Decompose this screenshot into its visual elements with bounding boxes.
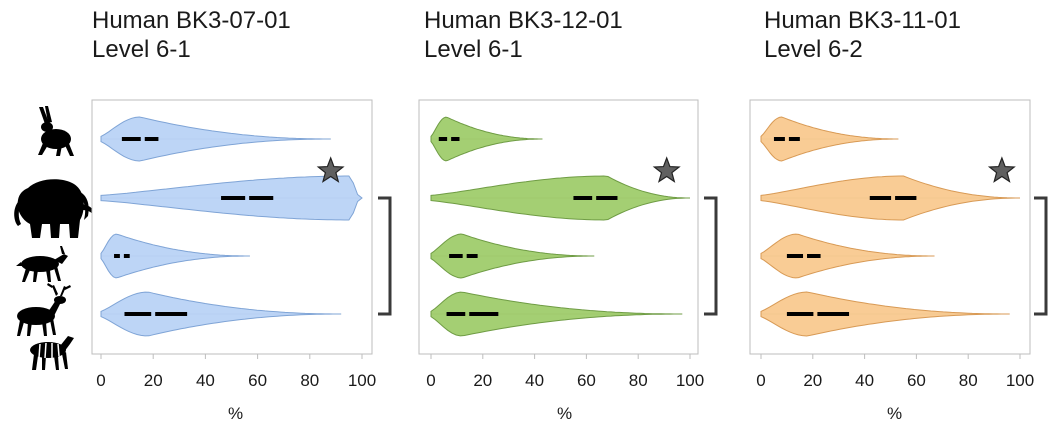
x-tick-label: 20 bbox=[144, 371, 163, 390]
violin-panel-3: 0 20 40 60 80 100% bbox=[749, 99, 1048, 423]
star-marker bbox=[316, 156, 345, 183]
x-tick-label: 60 bbox=[577, 371, 596, 390]
violin-mammoth bbox=[430, 175, 690, 221]
red-deer-icon bbox=[17, 283, 71, 336]
saiga-icon bbox=[16, 246, 68, 282]
x-tick-label: 40 bbox=[855, 371, 874, 390]
x-tick-label: 40 bbox=[196, 371, 215, 390]
x-tick-label: 20 bbox=[803, 371, 822, 390]
panel-2-title: Human BK3-12-01 Level 6-1 bbox=[424, 6, 623, 64]
violin-red-deer-horse bbox=[760, 291, 1010, 337]
violin-hare bbox=[100, 116, 331, 162]
x-tick-label: 20 bbox=[473, 371, 492, 390]
panel-2-title-line-1: Human BK3-12-01 bbox=[424, 7, 623, 34]
significance-bracket bbox=[1034, 196, 1048, 316]
x-tick-label: 40 bbox=[525, 371, 544, 390]
violin-saiga bbox=[430, 233, 595, 279]
x-tick-label: 100 bbox=[1006, 371, 1034, 390]
x-axis-label: % bbox=[557, 404, 572, 423]
x-tick-label: 100 bbox=[676, 371, 704, 390]
violin-hare bbox=[760, 116, 899, 162]
panel-3-title: Human BK3-11-01 Level 6-2 bbox=[764, 6, 961, 64]
x-tick-label: 0 bbox=[96, 371, 105, 390]
x-tick-label: 60 bbox=[248, 371, 267, 390]
x-tick-label: 80 bbox=[300, 371, 319, 390]
x-tick-label: 80 bbox=[959, 371, 978, 390]
significance-bracket bbox=[378, 196, 392, 316]
hare-icon bbox=[38, 106, 74, 156]
violin-red-deer-horse bbox=[430, 291, 683, 337]
x-tick-label: 0 bbox=[756, 371, 765, 390]
panel-1-title-line-1: Human BK3-07-01 bbox=[92, 7, 291, 34]
violin-hare bbox=[430, 116, 543, 162]
x-tick-label: 60 bbox=[907, 371, 926, 390]
significance-bracket bbox=[704, 196, 718, 316]
horse-icon bbox=[30, 336, 74, 370]
violin-red-deer-horse bbox=[100, 291, 342, 337]
star-marker bbox=[652, 156, 681, 183]
x-tick-label: 100 bbox=[348, 371, 376, 390]
violin-panel-2: 0 20 40 60 80 100% bbox=[418, 99, 718, 423]
violin-saiga bbox=[760, 233, 935, 279]
panel-2-title-line-2: Level 6-1 bbox=[424, 36, 523, 63]
mammoth-icon bbox=[14, 179, 95, 238]
x-axis-label: % bbox=[887, 404, 902, 423]
x-axis-label: % bbox=[228, 404, 243, 423]
x-tick-label: 80 bbox=[629, 371, 648, 390]
violin-panel-1: 0 20 40 60 80 100% bbox=[91, 99, 392, 423]
star-marker bbox=[987, 156, 1016, 183]
x-tick-label: 0 bbox=[426, 371, 435, 390]
panel-3-title-line-2: Level 6-2 bbox=[764, 36, 863, 63]
panel-3-title-line-1: Human BK3-11-01 bbox=[764, 7, 961, 34]
panel-1-title-line-2: Level 6-1 bbox=[92, 36, 191, 63]
violin-saiga bbox=[100, 233, 250, 279]
panel-1-title: Human BK3-07-01 Level 6-1 bbox=[92, 6, 291, 64]
